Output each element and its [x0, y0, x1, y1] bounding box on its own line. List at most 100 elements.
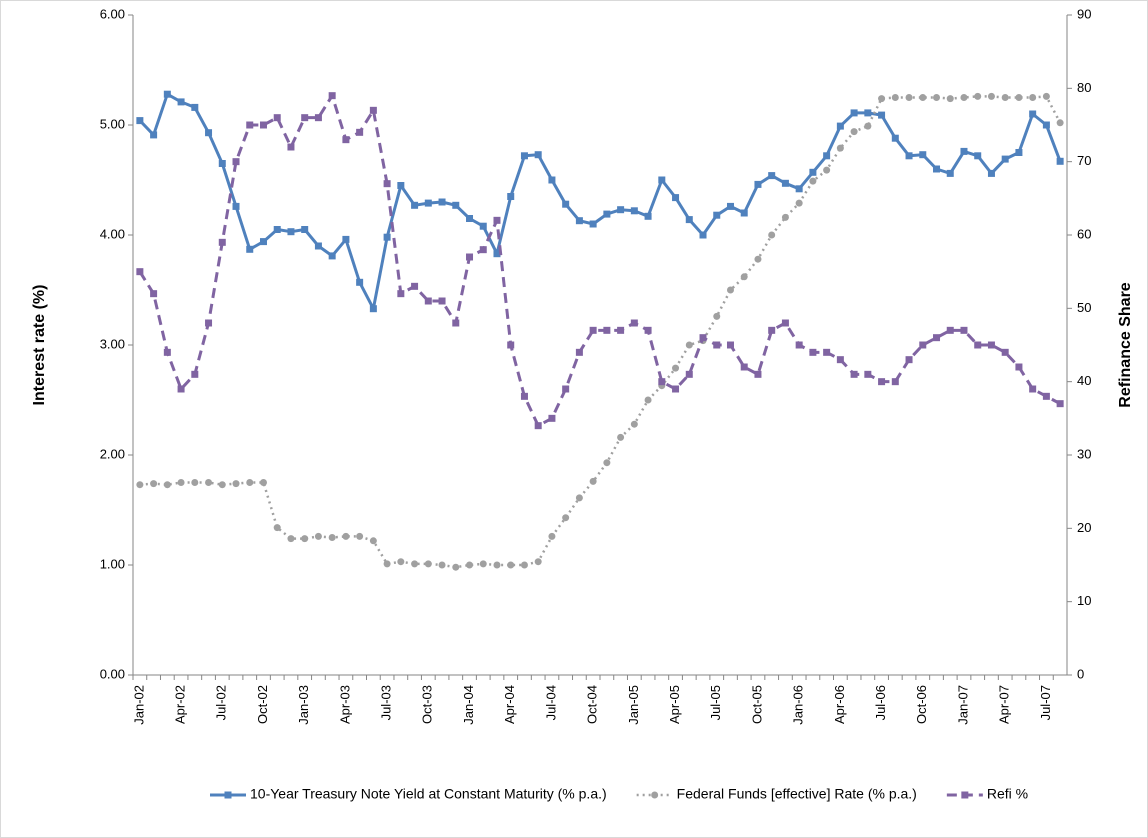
data-point: [232, 480, 240, 488]
y2-tick-label: 30: [1077, 446, 1091, 461]
data-point: [603, 210, 611, 218]
data-point: [891, 134, 899, 142]
data-point: [259, 238, 267, 246]
data-point: [232, 202, 240, 210]
data-point: [685, 370, 693, 378]
data-point: [713, 312, 721, 320]
data-point: [548, 532, 556, 540]
x-tick-label: Jan-07: [955, 685, 970, 725]
data-point: [919, 341, 927, 349]
data-point: [740, 209, 748, 217]
data-point: [905, 356, 913, 364]
x-tick-label: Jan-06: [791, 685, 806, 725]
data-point: [589, 326, 597, 334]
legend-label: 10-Year Treasury Note Yield at Constant …: [250, 786, 607, 802]
data-point: [699, 231, 707, 239]
data-point: [1056, 400, 1064, 408]
data-point: [424, 297, 432, 305]
data-point: [356, 128, 364, 136]
data-point: [328, 534, 336, 541]
data-point: [424, 560, 432, 568]
data-point: [823, 166, 831, 174]
y2-tick-label: 80: [1077, 80, 1091, 95]
data-point: [411, 560, 419, 568]
data-point: [534, 558, 542, 566]
data-point: [713, 211, 721, 219]
data-point: [273, 524, 281, 532]
data-point: [575, 217, 583, 225]
data-point: [369, 305, 377, 313]
data-point: [974, 341, 982, 349]
x-tick-label: Jul-06: [873, 685, 888, 720]
data-point: [836, 122, 844, 130]
y2-tick-label: 20: [1077, 520, 1091, 535]
data-point: [493, 561, 501, 569]
data-point: [191, 103, 199, 111]
data-point: [960, 326, 968, 334]
data-point: [191, 370, 199, 378]
data-point: [493, 250, 501, 258]
data-point: [314, 114, 322, 122]
x-tick-label: Jan-03: [296, 685, 311, 725]
data-point: [630, 207, 638, 215]
data-point: [864, 109, 872, 117]
data-point: [383, 233, 391, 241]
data-point: [946, 326, 954, 334]
data-point: [369, 537, 377, 545]
data-point: [342, 235, 350, 243]
data-point: [342, 136, 350, 144]
data-point: [740, 273, 748, 281]
data-point: [452, 319, 460, 327]
data-point: [878, 111, 886, 119]
data-point: [287, 535, 295, 543]
data-point: [1015, 363, 1023, 371]
data-point: [177, 385, 185, 393]
data-point: [163, 90, 171, 98]
data-point: [933, 94, 941, 101]
x-tick-label: Jan-04: [461, 685, 476, 725]
data-point: [369, 106, 377, 114]
data-point: [589, 220, 597, 228]
data-point: [259, 479, 267, 486]
data-point: [438, 198, 446, 206]
data-point: [974, 152, 982, 160]
data-point: [273, 114, 281, 122]
y2-tick-label: 0: [1077, 666, 1084, 681]
data-point: [520, 561, 528, 569]
data-point: [424, 199, 432, 207]
data-point: [987, 92, 995, 100]
x-tick-label: Apr-07: [997, 685, 1012, 724]
x-tick-label: Jul-07: [1038, 685, 1053, 720]
data-point: [1001, 94, 1009, 101]
data-point: [438, 297, 446, 305]
data-point: [301, 535, 309, 543]
data-point: [136, 117, 144, 125]
data-point: [314, 242, 322, 250]
y-tick-label: 5.00: [100, 116, 125, 131]
data-point: [630, 420, 638, 428]
data-point: [534, 151, 542, 159]
data-point: [754, 180, 762, 188]
data-point: [493, 216, 501, 224]
y-axis-title: Interest rate (%): [31, 285, 48, 406]
data-point: [479, 222, 487, 230]
data-point: [328, 92, 336, 100]
y2-tick-label: 50: [1077, 300, 1091, 315]
data-point: [878, 95, 886, 103]
x-tick-label: Apr-04: [502, 685, 517, 724]
data-point: [163, 348, 171, 356]
data-point: [150, 131, 158, 139]
data-point: [603, 326, 611, 334]
data-point: [232, 158, 240, 166]
data-point: [205, 319, 213, 327]
data-point: [644, 326, 652, 334]
legend-marker: [961, 791, 969, 799]
data-point: [205, 129, 213, 137]
data-point: [809, 348, 817, 356]
data-point: [136, 268, 144, 276]
data-point: [191, 479, 199, 486]
data-point: [301, 226, 309, 233]
data-point: [795, 341, 803, 349]
data-point: [479, 246, 487, 254]
